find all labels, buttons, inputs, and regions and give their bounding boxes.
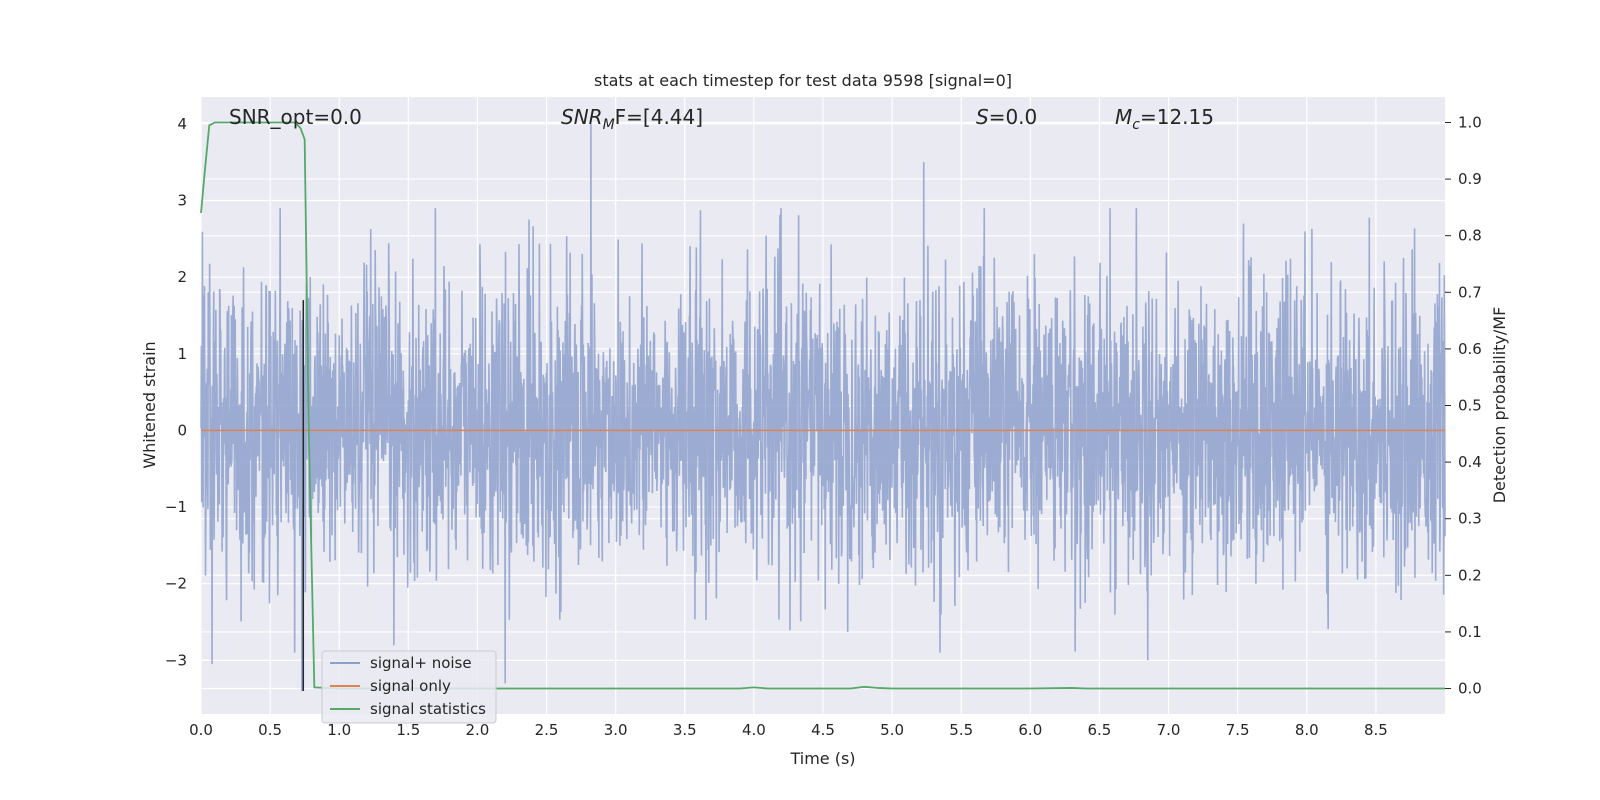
- legend-label-signal-statistics: signal statistics: [370, 700, 486, 718]
- x-tick-label: 5.5: [949, 721, 973, 739]
- plot-area: [200, 97, 1446, 714]
- y2-tick-label: 1.0: [1458, 113, 1482, 131]
- y2-tick-label: 0.1: [1458, 623, 1482, 641]
- x-tick-label: 6.0: [1018, 721, 1042, 739]
- x-tick-label: 2.0: [466, 721, 490, 739]
- x-tick-label: 3.0: [604, 721, 628, 739]
- signal-statistics-line: [200, 121, 1445, 690]
- y-tick-label: 2: [177, 268, 187, 286]
- x-tick-label: 8.0: [1295, 721, 1319, 739]
- y2-tick-label: 0.6: [1458, 340, 1482, 358]
- annotation-snr-mf: SNRMF=[4.44]: [561, 105, 703, 133]
- chart-title: stats at each timestep for test data 959…: [594, 71, 1012, 90]
- annotation-s: S=0.0: [976, 105, 1037, 129]
- y-tick-label: 4: [177, 115, 187, 133]
- annotation-mc: Mc=12.15: [1115, 105, 1214, 133]
- y-tick-label: −1: [165, 498, 187, 516]
- x-tick-label: 2.5: [535, 721, 559, 739]
- y-tick-label: −2: [165, 575, 187, 593]
- x-tick-label: 7.5: [1226, 721, 1250, 739]
- x-tick-label: 4.5: [811, 721, 835, 739]
- x-tick-label: 0.5: [258, 721, 282, 739]
- y2-tick-label: 0.7: [1458, 283, 1482, 301]
- y2-tick-label: 0.0: [1458, 680, 1482, 698]
- y-tick-label: 1: [177, 345, 187, 363]
- x-tick-label: 8.5: [1364, 721, 1388, 739]
- y-tick-label: 3: [177, 191, 187, 209]
- y-tick-label: −3: [165, 651, 187, 669]
- series-signal-noise: [200, 123, 1446, 692]
- legend-box: [321, 650, 497, 724]
- x-axis-ticks: 0.0 0.5 1.0 1.5 2.0 2.5 3.0 3.5 4.0 4.5 5.0 5.5 6.0 6…: [189, 721, 1388, 739]
- x-tick-label: 5.0: [880, 721, 904, 739]
- x-tick-label: 7.0: [1157, 721, 1181, 739]
- signal-noise-line: [200, 123, 1446, 692]
- x-tick-label: 3.5: [673, 721, 697, 739]
- y2-tick-label: 0.2: [1458, 566, 1482, 584]
- x-tick-label: 1.0: [327, 721, 351, 739]
- x-tick-label: 1.5: [396, 721, 420, 739]
- x-tick-label: 6.5: [1088, 721, 1112, 739]
- series-signal-statistics: [200, 121, 1445, 690]
- x-axis-label: Time (s): [789, 749, 855, 768]
- legend: signal+ noise signal only signal statist…: [321, 650, 497, 724]
- legend-label-signal-only: signal only: [370, 677, 451, 695]
- y-axis-ticks: −3 −2 −1 0 1 2 3 4: [165, 115, 187, 670]
- y-tick-label: 0: [177, 421, 187, 439]
- y2-axis-ticks: 0.0 0.1 0.2 0.3 0.4 0.5 0.6 0.7 0.8 0.9 1.0: [1445, 113, 1482, 698]
- x-tick-label: 4.0: [742, 721, 766, 739]
- annotations: SNR_opt=0.0 SNRMF=[4.44] S=0.0 Mc=12.15: [229, 105, 1214, 133]
- y-axis-label: Whitened strain: [140, 341, 159, 468]
- y2-tick-label: 0.8: [1458, 227, 1482, 245]
- y2-tick-label: 0.3: [1458, 510, 1482, 528]
- y2-tick-label: 0.5: [1458, 397, 1482, 415]
- x-tick-label: 0.0: [189, 721, 213, 739]
- y2-axis-label: Detection probability/MF: [1490, 307, 1509, 504]
- legend-label-signal-noise: signal+ noise: [370, 654, 472, 672]
- annotation-snr-opt: SNR_opt=0.0: [229, 105, 362, 129]
- y2-tick-label: 0.9: [1458, 170, 1482, 188]
- y2-tick-label: 0.4: [1458, 453, 1482, 471]
